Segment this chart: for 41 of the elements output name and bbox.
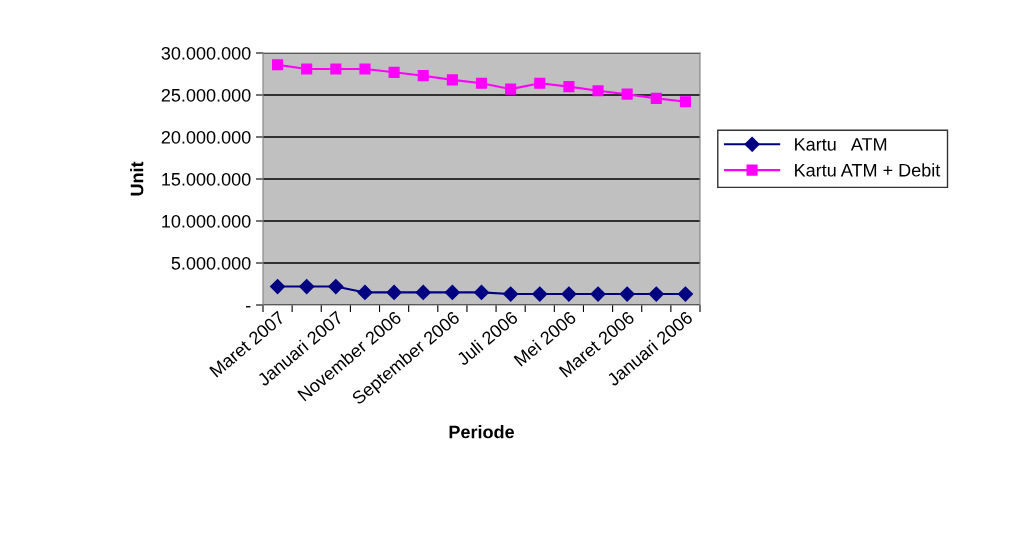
point	[444, 284, 460, 300]
point	[650, 92, 662, 104]
y-tick-label: -	[245, 306, 251, 308]
point	[563, 81, 575, 93]
y-axis-title: Unit	[130, 161, 144, 196]
point	[534, 77, 546, 89]
point	[386, 284, 402, 300]
y-tick-label: 15.000.000	[162, 172, 251, 186]
legend-label: Kartu ATM + Debit	[795, 163, 941, 177]
point	[503, 286, 519, 302]
point	[357, 284, 373, 300]
y-tick-label: 5.000.000	[171, 256, 251, 270]
point	[679, 96, 691, 108]
y-tick-label: 10.000.000	[162, 214, 251, 228]
point	[299, 278, 315, 295]
point	[532, 286, 548, 302]
y-tick-label: 25.000.000	[161, 88, 251, 102]
point	[272, 59, 284, 71]
point	[677, 286, 694, 302]
point	[621, 88, 633, 100]
point	[417, 70, 429, 82]
point	[590, 286, 606, 302]
point	[561, 286, 577, 302]
point	[330, 63, 342, 75]
point	[475, 77, 488, 89]
point	[359, 63, 371, 75]
point	[328, 278, 344, 295]
point	[415, 284, 431, 300]
point	[446, 74, 458, 86]
point	[648, 286, 664, 302]
x-axis-title: Periode	[449, 425, 514, 439]
legend-label: Kartu ATM	[795, 138, 887, 151]
point	[592, 85, 604, 97]
point	[473, 284, 490, 300]
y-tick-label: 20.000.000	[161, 130, 251, 144]
y-tick-label: 30.000.000	[161, 46, 251, 60]
point	[619, 286, 635, 302]
point	[388, 66, 400, 78]
point	[301, 63, 313, 75]
point	[505, 83, 517, 95]
point	[269, 278, 286, 295]
